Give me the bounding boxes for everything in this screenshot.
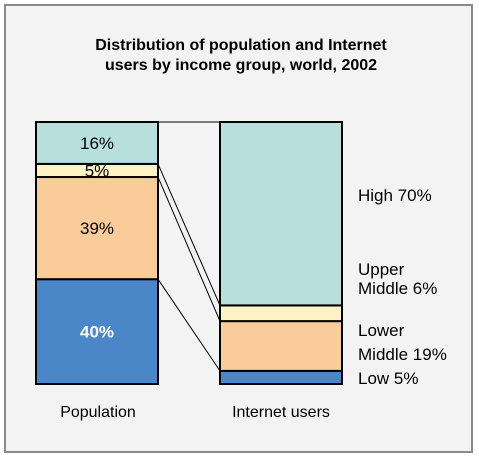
segment-labels: 40% 39% 5% 16% (80, 134, 114, 342)
bar-internet-users-lower-middle (219, 320, 343, 372)
bar-population-low (35, 278, 159, 386)
category-label-population: Population (60, 404, 136, 421)
connector-line-2 (157, 176, 221, 322)
legend-label-lower-middle-line-1: Lower (358, 321, 405, 340)
connector-lines (157, 121, 221, 372)
chart-title-line-1: Distribution of population and Internet (95, 37, 387, 54)
chart-title-line-2: users by income group, world, 2002 (105, 57, 377, 74)
legend-label-upper-middle-line-2: Middle 6% (358, 279, 437, 298)
legend-label-lower-middle-line-2: Middle 19% (358, 345, 447, 364)
bar-internet-users-high (219, 121, 343, 307)
data-label-population-low: 40% (80, 323, 114, 342)
category-label-internet-users: Internet users (232, 404, 330, 421)
connector-line-3 (157, 163, 221, 306)
bars-group (35, 121, 343, 386)
legend-label-upper-middle-line-1: Upper (358, 260, 405, 279)
data-label-population-lower-middle: 39% (80, 219, 114, 238)
bar-population-high (35, 121, 159, 165)
data-label-population-high: 16% (80, 134, 114, 153)
bar-internet-users-low (219, 369, 343, 385)
data-label-population-upper-middle: 5% (85, 161, 110, 180)
legend-label-low: Low 5% (358, 369, 418, 388)
legend-label-high: High 70% (358, 186, 432, 205)
bar-internet-users-upper-middle (219, 304, 343, 323)
connector-line-1 (157, 278, 221, 372)
